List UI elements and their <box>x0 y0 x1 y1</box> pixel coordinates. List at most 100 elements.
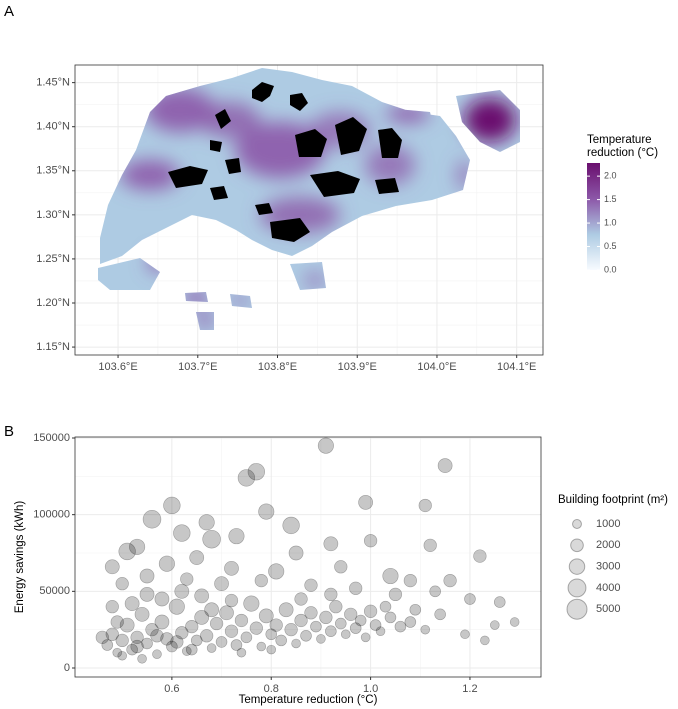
point <box>182 646 192 656</box>
point <box>130 639 144 654</box>
point <box>126 643 138 656</box>
point <box>168 598 185 615</box>
point <box>105 627 119 641</box>
point <box>141 637 153 650</box>
point <box>464 593 476 605</box>
point <box>190 634 203 647</box>
legend-key <box>566 535 588 556</box>
legend-label: 3000 <box>596 561 620 573</box>
y-tick-label: 50000 <box>39 585 70 597</box>
point <box>137 654 147 664</box>
point <box>154 591 170 607</box>
point <box>420 624 431 635</box>
y-tick-label: 150000 <box>33 432 70 444</box>
point <box>230 639 243 651</box>
point <box>194 610 210 625</box>
map <box>98 68 520 330</box>
y-tick-label: 1.20°N <box>36 297 70 309</box>
point <box>403 573 417 588</box>
point <box>363 534 378 548</box>
point <box>269 618 283 632</box>
point <box>202 529 221 549</box>
colorbar-label: 0.0 <box>604 264 617 274</box>
point <box>304 578 318 592</box>
colorbar-label: 0.5 <box>604 241 617 251</box>
point <box>443 573 457 588</box>
point <box>139 568 155 584</box>
point <box>247 463 265 481</box>
colorbar <box>587 163 600 270</box>
point <box>170 635 184 649</box>
legend-symbol <box>568 558 586 575</box>
point <box>335 617 347 630</box>
colorbar-label: 2.0 <box>604 171 617 181</box>
legend-symbol <box>570 538 584 553</box>
y-tick-label: 1.25°N <box>36 253 70 265</box>
point <box>152 649 162 659</box>
point <box>317 437 334 454</box>
point <box>275 634 287 647</box>
point <box>224 624 239 638</box>
panel-label: A <box>4 3 14 20</box>
legend-key <box>566 599 588 620</box>
legend-symbol <box>567 578 587 598</box>
point <box>319 610 333 625</box>
x-tick-label: 104.0°E <box>417 361 456 373</box>
panel-border <box>74 436 542 678</box>
point <box>95 630 109 644</box>
point <box>124 596 140 611</box>
point <box>388 587 403 602</box>
point <box>214 576 229 592</box>
panel-border <box>74 64 544 356</box>
point <box>209 616 224 631</box>
point <box>206 643 217 653</box>
x-tick-label: 103.8°E <box>258 361 297 373</box>
point <box>490 620 500 630</box>
point <box>266 644 277 655</box>
y-tick-label: 0 <box>64 662 70 674</box>
point <box>236 647 247 658</box>
colorbar-label: 1.5 <box>604 194 617 204</box>
point <box>316 634 326 644</box>
colorbar-title: reduction (°C) <box>587 147 658 159</box>
point <box>204 602 219 618</box>
point <box>115 633 129 648</box>
point <box>394 620 407 633</box>
panel-label: B <box>4 423 14 440</box>
point <box>323 536 339 552</box>
point <box>174 583 190 599</box>
point <box>418 498 432 513</box>
point <box>369 619 382 631</box>
point <box>409 603 422 616</box>
point <box>429 585 441 598</box>
point <box>324 587 338 602</box>
x-tick-label: 0.6 <box>164 683 179 695</box>
point <box>278 602 294 618</box>
y-tick-label: 1.35°N <box>36 165 70 177</box>
point <box>150 629 164 643</box>
point <box>358 495 374 510</box>
point <box>219 605 234 621</box>
point <box>198 514 215 531</box>
point <box>382 567 399 585</box>
legend-symbol <box>566 598 588 620</box>
point <box>240 631 253 644</box>
point <box>101 639 114 651</box>
point <box>139 587 155 602</box>
point <box>360 632 371 643</box>
point <box>228 528 245 545</box>
point <box>379 600 392 613</box>
point <box>194 588 210 604</box>
point <box>304 606 318 620</box>
point <box>493 596 506 608</box>
point <box>349 581 363 595</box>
point <box>384 611 397 624</box>
point <box>509 617 520 627</box>
point <box>363 604 378 618</box>
point <box>237 469 256 487</box>
point <box>268 563 285 580</box>
y-tick-label: 1.45°N <box>36 77 70 89</box>
x-tick-label: 0.8 <box>264 683 279 695</box>
colorbar-title: Temperature <box>587 134 652 146</box>
point <box>300 630 312 642</box>
